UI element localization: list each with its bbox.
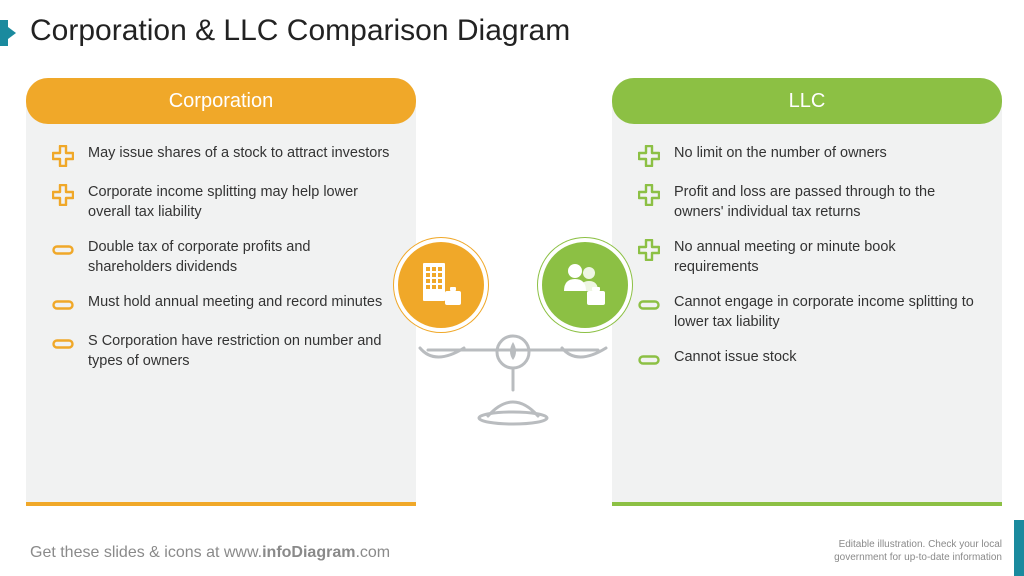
page-title: Corporation & LLC Comparison Diagram: [30, 14, 570, 48]
footer-right-line2: government for up-to-date information: [834, 551, 1002, 564]
item-text: Must hold annual meeting and record minu…: [88, 293, 382, 313]
item-text: No annual meeting or minute book require…: [674, 238, 976, 277]
minus-icon: [638, 349, 660, 371]
list-item: Cannot engage in corporate income splitt…: [638, 293, 976, 332]
balance-scale: [418, 220, 608, 440]
plus-icon: [52, 145, 74, 167]
llc-badge: [538, 238, 632, 332]
plus-icon: [52, 184, 74, 206]
item-text: S Corporation have restriction on number…: [88, 332, 390, 371]
list-item: Double tax of corporate profits and shar…: [52, 238, 390, 277]
list-item: No limit on the number of owners: [638, 144, 976, 167]
minus-icon: [52, 239, 74, 261]
item-text: Corporate income splitting may help lowe…: [88, 183, 390, 222]
footer-right: Editable illustration. Check your local …: [834, 538, 1002, 564]
footer-left: Get these slides & icons at www.infoDiag…: [30, 544, 390, 562]
minus-icon: [52, 294, 74, 316]
plus-icon: [638, 184, 660, 206]
item-text: Cannot issue stock: [674, 348, 797, 368]
plus-icon: [638, 184, 660, 206]
minus-icon: [638, 294, 660, 316]
list-item: S Corporation have restriction on number…: [52, 332, 390, 371]
plus-icon: [52, 145, 74, 167]
llc-panel: LLC No limit on the number of owners Prof…: [612, 78, 1002, 506]
minus-icon: [52, 239, 74, 261]
list-item: Profit and loss are passed through to th…: [638, 183, 976, 222]
footer-right-line1: Editable illustration. Check your local: [834, 538, 1002, 551]
corporation-header: Corporation: [26, 78, 416, 124]
building-briefcase-icon: [413, 257, 469, 313]
footer-domain-tld: .com: [355, 544, 390, 561]
minus-icon: [638, 294, 660, 316]
corner-accent: [1014, 520, 1024, 576]
item-text: Double tax of corporate profits and shar…: [88, 238, 390, 277]
llc-header: LLC: [612, 78, 1002, 124]
footer-domain-www: www.: [224, 544, 262, 561]
footer-domain-name: infoDiagram: [262, 544, 355, 561]
minus-icon: [52, 294, 74, 316]
item-text: Profit and loss are passed through to th…: [674, 183, 976, 222]
llc-footer-line: [612, 502, 1002, 506]
list-item: May issue shares of a stock to attract i…: [52, 144, 390, 167]
list-item: Must hold annual meeting and record minu…: [52, 293, 390, 316]
corporation-body: May issue shares of a stock to attract i…: [26, 124, 416, 371]
plus-icon: [52, 184, 74, 206]
minus-icon: [52, 333, 74, 355]
footer-prefix: Get these slides & icons at: [30, 544, 224, 561]
list-item: Cannot issue stock: [638, 348, 976, 371]
item-text: May issue shares of a stock to attract i…: [88, 144, 389, 164]
people-briefcase-icon: [557, 257, 613, 313]
item-text: Cannot engage in corporate income splitt…: [674, 293, 976, 332]
plus-icon: [638, 145, 660, 167]
llc-body: No limit on the number of owners Profit a…: [612, 124, 1002, 371]
minus-icon: [638, 349, 660, 371]
list-item: No annual meeting or minute book require…: [638, 238, 976, 277]
minus-icon: [52, 333, 74, 355]
plus-icon: [638, 239, 660, 261]
corporation-footer-line: [26, 502, 416, 506]
item-text: No limit on the number of owners: [674, 144, 887, 164]
corporation-badge: [394, 238, 488, 332]
list-item: Corporate income splitting may help lowe…: [52, 183, 390, 222]
title-marker: [0, 20, 8, 46]
corporation-panel: Corporation May issue shares of a stock …: [26, 78, 416, 506]
plus-icon: [638, 239, 660, 261]
plus-icon: [638, 145, 660, 167]
